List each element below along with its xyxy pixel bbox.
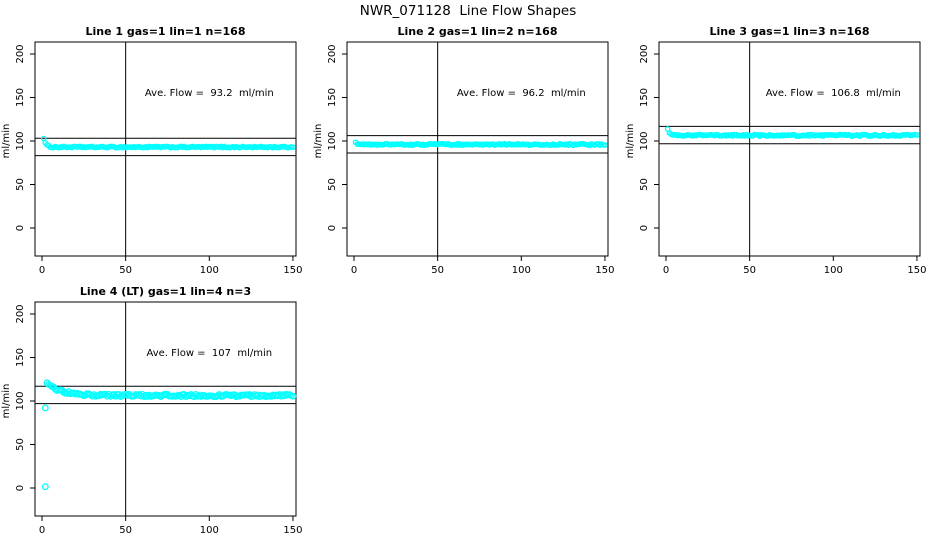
ave-flow-annotation: Ave. Flow = 93.2 ml/min [145, 88, 274, 99]
y-tick-label: 100 [15, 391, 26, 410]
empty-plot-cell [624, 280, 936, 540]
y-tick-label: 150 [15, 348, 26, 367]
y-tick-label: 0 [15, 225, 26, 231]
outlier-point [41, 483, 49, 491]
data-point [914, 132, 920, 138]
y-axis-label: ml/min [625, 124, 636, 159]
y-tick-label: 50 [639, 178, 650, 191]
x-tick-label: 50 [743, 265, 756, 276]
panel-title: Line 1 gas=1 lin=1 n=168 [85, 25, 245, 38]
x-tick-label: 150 [595, 265, 614, 276]
data-point [289, 392, 297, 400]
chart-line-4: Line 4 (LT) gas=1 lin=4 n=3 0 50 100 150 200 0… [1, 285, 302, 536]
ave-flow-annotation: Ave. Flow = 96.2 ml/min [457, 88, 586, 99]
plot-box [34, 301, 297, 517]
y-tick-label: 200 [15, 304, 26, 323]
x-tick-label: 100 [200, 525, 219, 536]
panel-title: Line 2 gas=1 lin=2 n=168 [397, 25, 557, 38]
chart-line-2: Line 2 gas=1 lin=2 n=168 0 50 100 150 200 0 50 1… [313, 25, 614, 276]
x-tick-label: 0 [39, 525, 45, 536]
x-tick-label: 150 [283, 525, 302, 536]
data-point [290, 144, 296, 151]
y-tick-label: 150 [639, 88, 650, 107]
data-point [46, 381, 54, 389]
data-points [41, 379, 297, 491]
plot-box [34, 41, 297, 257]
data-points [352, 139, 608, 149]
x-tick-label: 150 [283, 265, 302, 276]
outlier-point [41, 404, 49, 412]
y-tick-label: 0 [15, 485, 26, 491]
y-tick-label: 200 [327, 44, 338, 63]
y-tick-label: 200 [639, 44, 650, 63]
panel-title: Line 3 gas=1 lin=3 n=168 [709, 25, 869, 38]
y-axis-label: ml/min [1, 384, 12, 419]
y-tick-label: 50 [15, 438, 26, 451]
x-tick-label: 0 [663, 265, 669, 276]
data-points [664, 126, 920, 139]
x-tick-label: 0 [39, 265, 45, 276]
y-tick-label: 0 [327, 225, 338, 231]
y-tick-label: 100 [15, 131, 26, 150]
figure-title: NWR_071128 Line Flow Shapes [359, 3, 577, 19]
x-tick-label: 0 [351, 265, 357, 276]
y-tick-label: 100 [639, 131, 650, 150]
x-tick-label: 100 [824, 265, 843, 276]
data-point [602, 142, 608, 148]
chart-line-1: Line 1 gas=1 lin=1 n=168 0 50 100 150 200 0 50 1… [1, 25, 302, 276]
x-tick-label: 50 [119, 525, 132, 536]
plot-box [658, 41, 921, 257]
ave-flow-annotation: Ave. Flow = 107 ml/min [146, 348, 272, 359]
x-tick-label: 50 [431, 265, 444, 276]
y-tick-label: 50 [327, 178, 338, 191]
y-axis-label: ml/min [1, 124, 12, 159]
x-tick-label: 100 [200, 265, 219, 276]
data-points [40, 135, 296, 151]
x-tick-label: 150 [907, 265, 926, 276]
chart-line-3: Line 3 gas=1 lin=3 n=168 0 50 100 150 200 0 50 1… [625, 25, 926, 276]
panel-title: Line 4 (LT) gas=1 lin=4 n=3 [80, 285, 251, 298]
y-tick-label: 150 [15, 88, 26, 107]
x-tick-label: 100 [512, 265, 531, 276]
y-axis-label: ml/min [313, 124, 324, 159]
y-tick-label: 200 [15, 44, 26, 63]
y-tick-label: 150 [327, 88, 338, 107]
panel-grid: Line 1 gas=1 lin=1 n=168 0 50 100 150 200 0 50 1… [0, 20, 936, 540]
ave-flow-annotation: Ave. Flow = 106.8 ml/min [766, 88, 901, 99]
x-tick-label: 50 [119, 265, 132, 276]
plot-box [346, 41, 609, 257]
y-tick-label: 50 [15, 178, 26, 191]
y-tick-label: 100 [327, 131, 338, 150]
empty-plot-cell [312, 280, 624, 540]
y-tick-label: 0 [639, 225, 650, 231]
